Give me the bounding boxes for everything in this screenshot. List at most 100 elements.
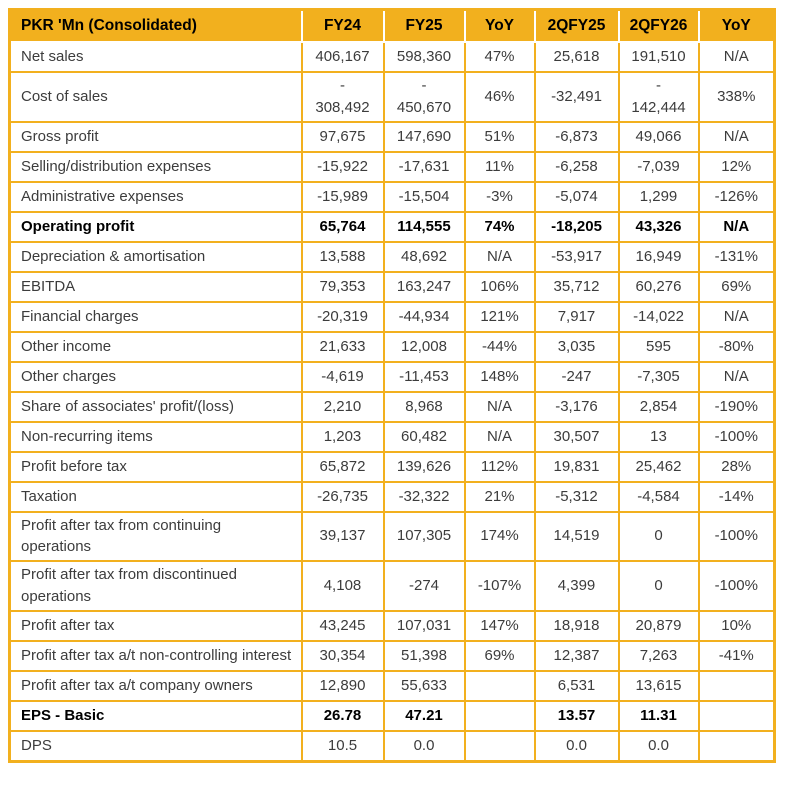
value-cell: -190% xyxy=(697,390,776,423)
value-cell: 13.57 xyxy=(533,699,620,732)
table-row: Taxation -26,735 -32,322 21% -5,312 -4,584 -14… xyxy=(8,480,776,513)
table-row: Net sales 406,167 598,360 47% 25,618 191,510 N… xyxy=(8,41,776,73)
table-row: DPS 10.5 0.0 0.0 0.0 xyxy=(8,729,776,762)
row-label: Profit after tax xyxy=(8,609,303,642)
value-cell: 65,764 xyxy=(300,210,385,243)
row-label: EPS - Basic xyxy=(8,699,303,732)
financial-results-table: PKR 'Mn (Consolidated) FY24 FY25 YoY 2QF… xyxy=(8,8,776,763)
value-cell: 19,831 xyxy=(533,450,620,483)
row-label: Selling/distribution expenses xyxy=(8,150,303,183)
value-cell: 12,890 xyxy=(300,669,385,702)
header-cell-yoy-quarterly: YoY xyxy=(698,9,776,43)
value-cell: 2,210 xyxy=(300,390,385,423)
value-cell xyxy=(463,699,536,732)
value-cell: -6,258 xyxy=(533,150,620,183)
value-cell: 147,690 xyxy=(382,120,466,153)
value-cell: 43,326 xyxy=(617,210,700,243)
value-cell: 107,031 xyxy=(382,609,466,642)
value-cell: 47% xyxy=(463,41,536,73)
value-cell: 595 xyxy=(617,330,700,363)
header-cell-2qfy25: 2QFY25 xyxy=(534,9,620,43)
value-cell: -20,319 xyxy=(300,300,385,333)
value-cell: -80% xyxy=(697,330,776,363)
value-cell: 4,108 xyxy=(300,560,385,612)
table-header: PKR 'Mn (Consolidated) FY24 FY25 YoY 2QF… xyxy=(9,9,776,43)
value-cell: 10% xyxy=(697,609,776,642)
value-cell: N/A xyxy=(697,360,776,393)
value-cell: -5,074 xyxy=(533,180,620,213)
value-cell: 43,245 xyxy=(300,609,385,642)
value-cell: 2,854 xyxy=(617,390,700,423)
header-row: PKR 'Mn (Consolidated) FY24 FY25 YoY 2QF… xyxy=(9,9,776,43)
row-label: Profit after tax from discontinued opera… xyxy=(8,560,303,612)
value-cell: -107% xyxy=(463,560,536,612)
value-cell: 139,626 xyxy=(382,450,466,483)
value-cell: 1,299 xyxy=(617,180,700,213)
value-cell: 49,066 xyxy=(617,120,700,153)
value-cell: 10.5 xyxy=(300,729,385,762)
value-cell: 51% xyxy=(463,120,536,153)
value-cell: -100% xyxy=(697,420,776,453)
value-cell: 79,353 xyxy=(300,270,385,303)
value-cell xyxy=(463,729,536,762)
value-cell: 12,008 xyxy=(382,330,466,363)
value-cell: -100% xyxy=(697,560,776,612)
value-cell: -26,735 xyxy=(300,480,385,513)
value-cell: -15,922 xyxy=(300,150,385,183)
value-cell: 25,618 xyxy=(533,41,620,73)
value-cell: 20,879 xyxy=(617,609,700,642)
table-row: Other income 21,633 12,008 -44% 3,035 595 -80% xyxy=(8,330,776,363)
value-cell: 25,462 xyxy=(617,450,700,483)
row-label: Profit before tax xyxy=(8,450,303,483)
value-cell: -131% xyxy=(697,240,776,273)
value-cell: 3,035 xyxy=(533,330,620,363)
value-cell: -32,322 xyxy=(382,480,466,513)
value-cell: 21% xyxy=(463,480,536,513)
row-label: Other income xyxy=(8,330,303,363)
value-cell: 191,510 xyxy=(617,41,700,73)
value-cell: 114,555 xyxy=(382,210,466,243)
table-row: Profit after tax 43,245 107,031 147% 18,918 2… xyxy=(8,609,776,642)
value-cell: 598,360 xyxy=(382,41,466,73)
value-cell: 60,276 xyxy=(617,270,700,303)
value-cell: N/A xyxy=(697,41,776,73)
value-cell: 26.78 xyxy=(300,699,385,732)
value-cell: -17,631 xyxy=(382,150,466,183)
value-cell: 69% xyxy=(463,639,536,672)
value-cell: 12% xyxy=(697,150,776,183)
table-row: Selling/distribution expenses -15,922 -17,… xyxy=(8,150,776,183)
value-cell: -274 xyxy=(382,560,466,612)
value-cell: 13,588 xyxy=(300,240,385,273)
value-cell: -15,989 xyxy=(300,180,385,213)
table-row: Non-recurring items 1,203 60,482 N/A 30,507 1… xyxy=(8,420,776,453)
value-cell: -44,934 xyxy=(382,300,466,333)
value-cell: -7,305 xyxy=(617,360,700,393)
value-cell: -32,491 xyxy=(533,71,620,123)
value-cell: 30,507 xyxy=(533,420,620,453)
value-cell xyxy=(463,669,536,702)
value-cell: 106% xyxy=(463,270,536,303)
value-cell: 74% xyxy=(463,210,536,243)
value-cell: -3% xyxy=(463,180,536,213)
value-cell: -18,205 xyxy=(533,210,620,243)
value-cell xyxy=(697,729,776,762)
table-row: Profit after tax a/t company owners 12,89… xyxy=(8,669,776,702)
value-cell: 55,633 xyxy=(382,669,466,702)
value-cell: 65,872 xyxy=(300,450,385,483)
row-label: Profit after tax a/t non-controlling int… xyxy=(8,639,303,672)
table-row: Profit after tax from discontinued opera… xyxy=(8,560,776,612)
value-cell: 148% xyxy=(463,360,536,393)
value-cell: 11.31 xyxy=(617,699,700,732)
value-cell: 112% xyxy=(463,450,536,483)
value-cell: - 450,670 xyxy=(382,71,466,123)
value-cell: -3,176 xyxy=(533,390,620,423)
table-row: Profit before tax 65,872 139,626 112% 19,831… xyxy=(8,450,776,483)
value-cell: 0 xyxy=(617,560,700,612)
value-cell: -4,584 xyxy=(617,480,700,513)
value-cell: - 308,492 xyxy=(300,71,385,123)
value-cell: 51,398 xyxy=(382,639,466,672)
value-cell: N/A xyxy=(697,120,776,153)
value-cell: 147% xyxy=(463,609,536,642)
value-cell: 12,387 xyxy=(533,639,620,672)
value-cell: 13 xyxy=(617,420,700,453)
